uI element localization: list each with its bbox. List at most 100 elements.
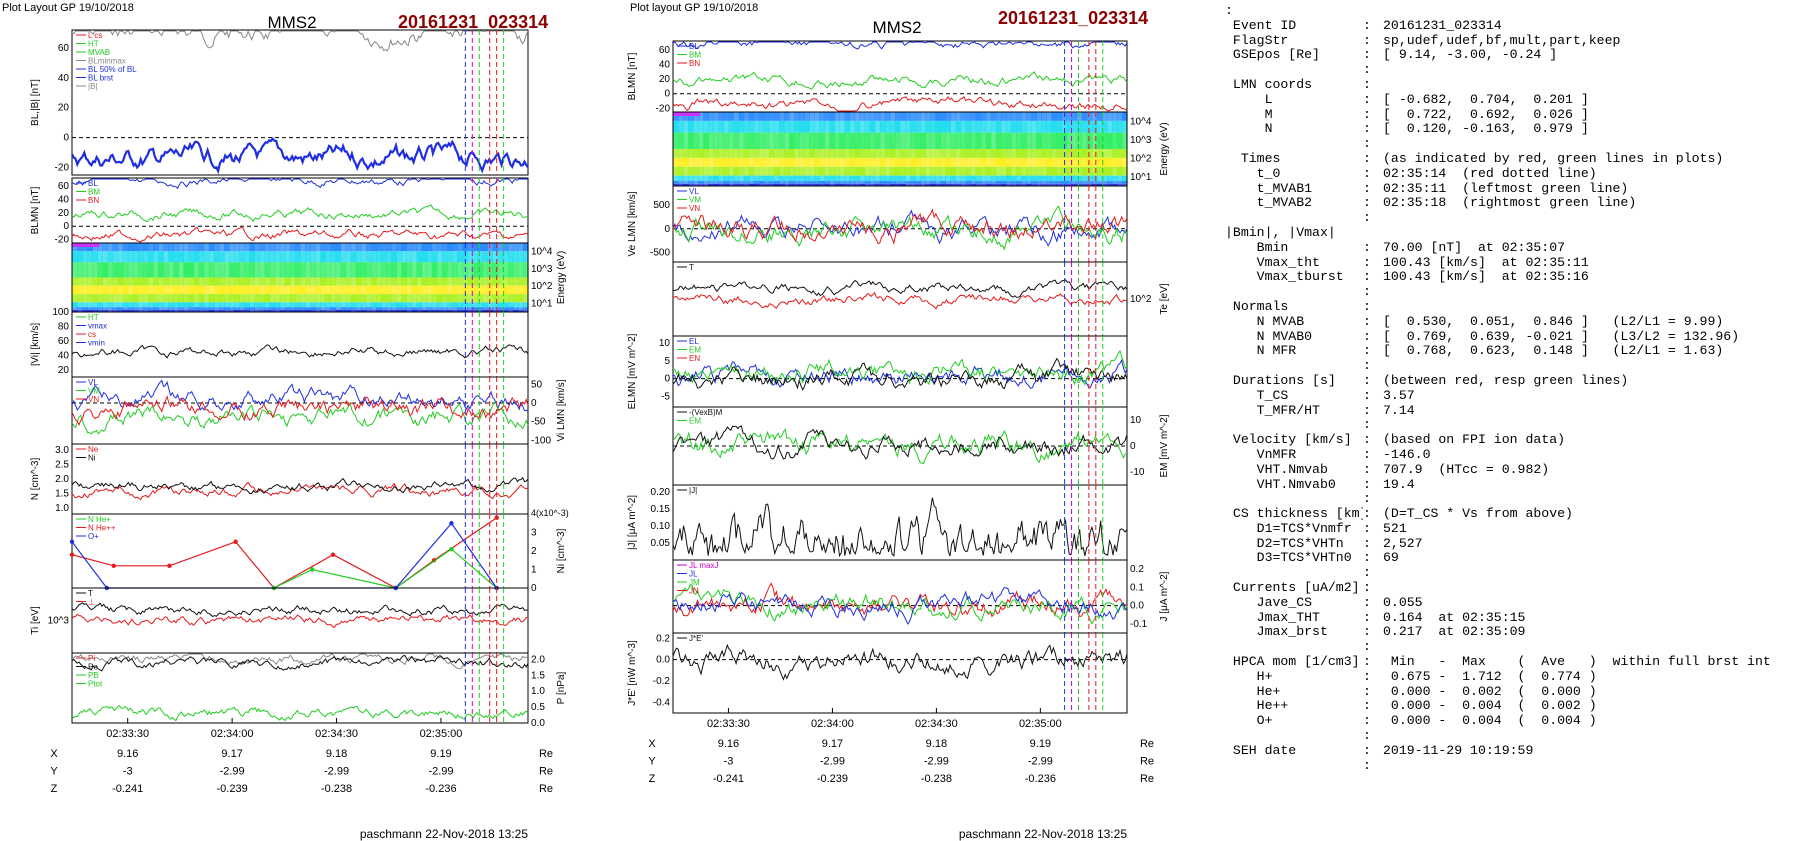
spectrogram-cell [854, 120, 861, 133]
spectrogram-cell [1016, 149, 1022, 158]
spectrogram-cell [693, 175, 699, 181]
spectrogram-cell [269, 294, 276, 303]
spectrogram-cell [269, 302, 276, 308]
legend-label: BL brst [88, 74, 114, 83]
spectrogram-cell [874, 120, 881, 133]
spectrogram-cell [117, 277, 124, 286]
spectrogram-cell [804, 166, 810, 176]
spectrogram-cell [733, 183, 740, 186]
spectrogram-cell [370, 309, 377, 312]
info-row: : [1225, 491, 1800, 507]
spectrogram-cell [713, 149, 719, 158]
spectrogram-cell [310, 294, 316, 303]
spectrogram-cell [330, 294, 337, 303]
spectrogram-cell [426, 262, 433, 278]
spectrogram-cell [1081, 132, 1088, 149]
spectrogram-cell [198, 302, 205, 308]
y-tick-label: 10^4 [1130, 116, 1152, 127]
spectrogram-cell [915, 183, 921, 186]
spectrogram-cell [1086, 132, 1093, 149]
spectrogram-cell [960, 132, 967, 149]
info-row: M:[ 0.722, 0.692, 0.026 ] [1225, 107, 1800, 123]
spectrogram-cell [783, 183, 790, 186]
spectrogram-cell [945, 180, 952, 184]
series-line [71, 704, 529, 722]
spectrogram-cell [142, 285, 149, 295]
spectrogram-cell [975, 180, 982, 184]
series-line [672, 205, 1128, 251]
info-row: Jmax_THT:0.164 at 02:35:15 [1225, 610, 1800, 626]
info-colon: : [1363, 550, 1371, 566]
spectrogram-cell [345, 262, 352, 278]
spectrogram-cell [127, 307, 134, 310]
spectrogram-cell [264, 262, 271, 278]
spectrogram-cell [264, 302, 271, 308]
spectrogram-cell [294, 277, 301, 286]
spectrogram-cell [482, 251, 489, 263]
spectrogram-cell [92, 309, 98, 312]
spectrogram-cell [457, 277, 463, 286]
spectrogram-cell [218, 285, 225, 295]
spectrogram-cell [421, 262, 428, 278]
spectrogram-cell [1046, 183, 1052, 186]
spectrogram-cell [436, 277, 443, 286]
spectrogram-cell [940, 157, 946, 167]
spectrogram-cell [482, 307, 489, 310]
info-key: Jave_CS [1225, 595, 1313, 610]
spectrogram-cell [879, 166, 886, 176]
spectrogram-cell [889, 180, 896, 184]
spectrogram-cell [132, 309, 139, 312]
info-row: t_MVAB1:02:35:11 (leftmost green line) [1225, 181, 1800, 197]
spectrogram-cell [1041, 112, 1047, 121]
spectrogram-cell [381, 277, 387, 286]
legend-label: BLminmax [88, 57, 126, 66]
spectrogram-cell [198, 309, 205, 312]
legend-label: BM [689, 51, 701, 60]
spectrogram-cell [416, 307, 423, 310]
spectrogram-cell [289, 309, 296, 312]
spectrogram-cell [391, 277, 397, 286]
info-row: : [1225, 210, 1800, 226]
spectrogram-cell [477, 285, 483, 295]
spectrogram-cell [142, 302, 149, 308]
spectrogram-cell [386, 309, 392, 312]
spectrogram-cell [401, 309, 407, 312]
legend-label: BL [88, 179, 98, 188]
spectrogram-cell [758, 180, 765, 184]
spectrogram-cell [768, 183, 775, 186]
info-colon: : [1363, 594, 1371, 610]
info-value: 2019-11-29 10:19:59 [1383, 743, 1534, 758]
spectrogram-cell [97, 277, 103, 286]
y-tick-label: 0.1 [1130, 582, 1144, 593]
spectrogram-cell [688, 166, 694, 176]
spectrogram-cell [234, 294, 240, 303]
spectrogram-cell [446, 243, 453, 252]
info-colon: : [1363, 121, 1371, 137]
spectrogram-cell [213, 307, 220, 310]
spectrogram-cell [426, 302, 433, 308]
y-tick-label: 40 [659, 59, 671, 70]
legend-label: Pi [88, 654, 95, 663]
spectrogram-cell [678, 157, 684, 167]
spectrogram-cell [472, 285, 478, 295]
spectrogram-cell [869, 157, 876, 167]
info-value [1383, 581, 1800, 596]
spectrogram-cell [188, 251, 195, 263]
spectrogram-cell [763, 149, 770, 158]
panel-3: 10^410^310^210^1 Energy (eV) [71, 242, 567, 313]
spectrogram-cell [910, 149, 916, 158]
spectrogram-cell [900, 120, 906, 133]
spectrogram-cell [178, 307, 185, 310]
spectrogram-cell [391, 294, 397, 303]
spectrogram-cell [748, 132, 755, 149]
info-row: Durations [s]: (between red, resp green l… [1225, 373, 1800, 389]
spectrogram-cell [102, 285, 109, 295]
spectrogram-cell [894, 120, 901, 133]
spectrogram-cell [950, 166, 957, 176]
spectrogram-cell [492, 251, 499, 263]
spectrogram-cell [723, 120, 730, 133]
spectrogram-cell [794, 180, 800, 184]
info-row: : [1225, 358, 1800, 374]
ephemeris-label: X [648, 738, 656, 750]
spectrogram-cell [809, 149, 815, 158]
